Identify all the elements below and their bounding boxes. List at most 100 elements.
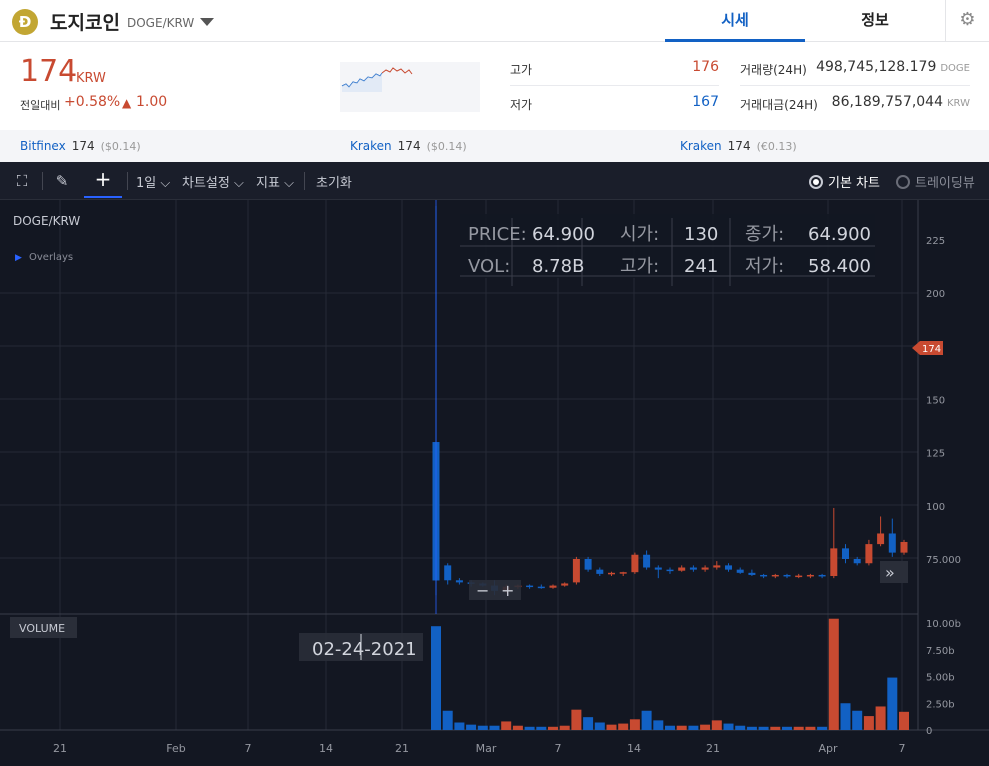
overlays-toggle-icon[interactable]: ▶ [15,253,22,263]
zoom-controls[interactable]: − + [469,580,521,600]
crosshair-date: 02-24-2021 [312,639,417,660]
zoom-in-icon[interactable]: + [501,581,514,600]
change-percent: +0.58% [64,94,121,110]
pencil-icon[interactable]: ✎ [55,172,69,190]
volume-bar [875,706,886,730]
volume-bar [887,677,898,730]
volume-bar [852,710,863,730]
radio-selected-icon [809,175,823,189]
basic-chart-label: 기본 차트 [828,176,880,191]
volume-bar [431,626,441,730]
volume-bar [559,725,570,730]
x-axis-label: 7 [555,742,562,755]
amount-24h-value: 86,189,757,044 KRW [832,94,970,110]
scroll-to-latest-button[interactable]: » [880,561,908,583]
candle-body [549,585,557,588]
candle-body [631,554,639,573]
volume-bar [700,724,711,730]
exchange-name[interactable]: Kraken [350,139,392,153]
candle-body [818,574,826,577]
volume-bar [665,725,675,730]
chart-symbol: DOGE/KRW [13,214,80,228]
volume-24h-row: 거래량(24H) 498,745,128.179 DOGE [740,52,970,86]
dogecoin-logo-icon: Ð [12,9,38,35]
overlays-label[interactable]: Overlays [29,252,73,263]
chart-settings-label: 차트설정 [182,176,230,191]
high-label: 고가 [510,63,533,77]
volume-bar [676,725,687,730]
candle-body [455,580,463,583]
gear-icon[interactable]: ⚙ [945,0,989,42]
chevron-down-icon: ⌵ [160,176,171,191]
legend-vol-label: VOL: [468,256,510,277]
candle-body [713,565,721,568]
candle-body [888,533,896,553]
volume-bar [594,722,605,730]
x-axis-label: Feb [166,742,185,755]
volume-bar [899,711,909,730]
candle-body [783,574,791,577]
tab-info[interactable]: 정보 [861,11,889,29]
radio-unselected-icon [896,175,910,189]
chart-settings-dropdown[interactable]: 차트설정 ⌵ [182,172,244,191]
candle-body [537,586,545,589]
candlestick-chart[interactable]: 225 200 150 125 100 75.000 10.00b 7.50b 5.00b 2.… [0,200,989,766]
x-axis-label: 21 [395,742,409,755]
candle-body [608,572,615,575]
volume-bar [758,726,769,730]
tradingview-option[interactable]: 트레이딩뷰 [896,172,975,191]
coin-name: 도지코인 [50,12,120,34]
candle-body [643,554,651,568]
volume-24h-value: 498,745,128.179 DOGE [816,59,970,75]
candle-body [654,567,662,570]
volume-bar [828,618,839,730]
volume-axis-label: 7.50b [926,646,955,657]
chart-toolbar: ⛶ ✎ + 1일 ⌵ 차트설정 ⌵ 지표 ⌵ 초기화 기본 차트 트레이딩뷰 [0,162,989,200]
low-label: 저가 [510,98,533,112]
crosshair-icon[interactable]: + [84,166,122,198]
zoom-out-icon[interactable]: − [476,581,489,600]
interval-dropdown[interactable]: 1일 ⌵ [136,172,170,191]
candle-body [771,574,779,577]
exchange-name[interactable]: Kraken [680,139,722,153]
x-axis-label: Apr [818,742,838,755]
volume-bar [688,725,699,730]
volume-bar [641,710,652,730]
volume-bar [793,726,804,730]
caret-down-icon[interactable] [200,18,214,26]
high-price-row: 고가 176 [510,52,719,86]
candle-body [736,569,744,573]
volume-bar [782,726,792,730]
high-value: 176 [692,59,719,75]
exchange-item: Bitfinex 174 ($0.14) [20,139,141,153]
basic-chart-option[interactable]: 기본 차트 [809,172,880,191]
trading-pair: DOGE/KRW [127,16,195,30]
ohlc-legend: PRICE: 64.900 시가: 130 종가: 64.900 VOL: 8.… [460,214,875,286]
candle-body [760,574,768,577]
volume-bar [477,725,488,730]
legend-open-label: 시가: [620,224,659,245]
indicators-dropdown[interactable]: 지표 ⌵ [256,172,294,191]
exchange-item: Kraken 174 ($0.14) [350,139,467,153]
candle-body [725,565,732,570]
reset-button[interactable]: 초기화 [316,176,352,191]
tab-quote[interactable]: 시세 [665,0,805,42]
volume-bar [548,726,558,730]
candle-body [619,572,627,574]
chevron-down-icon: ⌵ [284,176,294,191]
volume-axis-label: 10.00b [926,619,961,630]
exchange-item: Kraken 174 (€0.13) [680,139,797,153]
exchange-usd-price: ($0.14) [426,140,467,153]
current-price: 174 [20,54,78,89]
tradingview-label: 트레이딩뷰 [915,176,975,191]
volume-bar [583,717,594,730]
price-axis-label: 125 [926,449,945,460]
x-axis-label: 14 [627,742,641,755]
candle-body [865,544,873,564]
change-amount: 1.00 [136,94,168,110]
fullscreen-icon[interactable]: ⛶ [16,172,28,190]
candle-body [678,567,686,571]
exchange-name[interactable]: Bitfinex [20,139,66,153]
candle-body [526,585,534,588]
volume-bar [536,726,547,730]
